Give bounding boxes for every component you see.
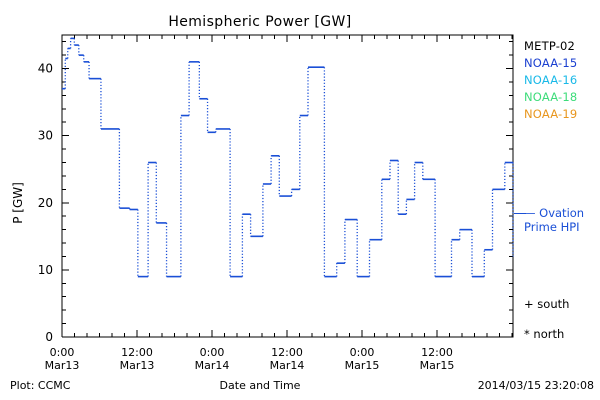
legend-label: METP-02 bbox=[524, 39, 576, 53]
x-tick-label-time: 0:00 bbox=[350, 346, 375, 359]
data-series bbox=[62, 37, 514, 278]
y-tick-label: 10 bbox=[38, 263, 53, 277]
legend-item-metp-02: METP-02 bbox=[524, 38, 600, 55]
x-axis-tick-labels: 0:00Mar1312:00Mar130:00Mar1412:00Mar140:… bbox=[45, 346, 455, 372]
x-tick-label-date: Mar15 bbox=[345, 359, 380, 372]
legend-label: NOAA-19 bbox=[524, 107, 578, 121]
legend-label: NOAA-15 bbox=[524, 56, 578, 70]
ovation-label-line2: Prime HPI bbox=[524, 219, 580, 234]
y-tick-label: 40 bbox=[38, 62, 53, 76]
legend-item-noaa-18: NOAA-18 bbox=[524, 89, 600, 106]
legend-item-noaa-19: NOAA-19 bbox=[524, 106, 600, 123]
x-tick-label-time: 12:00 bbox=[421, 346, 453, 359]
y-tick-label: 0 bbox=[45, 330, 53, 344]
x-tick-label-date: Mar14 bbox=[195, 359, 230, 372]
legend-label: NOAA-16 bbox=[524, 73, 578, 87]
x-tick-label-time: 0:00 bbox=[200, 346, 225, 359]
x-tick-label-time: 0:00 bbox=[50, 346, 75, 359]
y-tick-label: 30 bbox=[38, 129, 53, 143]
plot-credit: Plot: CCMC bbox=[10, 379, 71, 392]
legend-label: NOAA-18 bbox=[524, 90, 578, 104]
x-tick-label-time: 12:00 bbox=[271, 346, 303, 359]
ovation-line-swatch bbox=[514, 213, 526, 214]
x-tick-label-date: Mar14 bbox=[270, 359, 305, 372]
y-axis-tick-labels: 0 10 20 30 40 bbox=[38, 62, 53, 344]
legend-item-noaa-16: NOAA-16 bbox=[524, 72, 600, 89]
x-tick-label-date: Mar13 bbox=[120, 359, 155, 372]
legend-marker-north: * north bbox=[524, 327, 565, 341]
legend-marker-south: + south bbox=[524, 297, 570, 311]
x-tick-label-date: Mar13 bbox=[45, 359, 80, 372]
legend-item-noaa-15: NOAA-15 bbox=[524, 55, 600, 72]
y-tick-label: 20 bbox=[38, 196, 53, 210]
legend-item-ovation-prime-hpi: — Ovation Prime HPI bbox=[524, 206, 600, 234]
x-tick-label-time: 12:00 bbox=[121, 346, 153, 359]
x-axis-title: Date and Time bbox=[219, 379, 301, 392]
axes bbox=[61, 34, 514, 338]
legend: METP-02 NOAA-15 NOAA-16 NOAA-18 NOAA-19 bbox=[524, 38, 600, 123]
y-axis-title: P [GW] bbox=[11, 182, 25, 224]
ovation-label-line1: — Ovation bbox=[524, 206, 585, 220]
plot-timestamp: 2014/03/15 23:20:08 bbox=[477, 379, 594, 392]
x-tick-label-date: Mar15 bbox=[420, 359, 455, 372]
page-title: Hemispheric Power [GW] bbox=[168, 14, 352, 30]
